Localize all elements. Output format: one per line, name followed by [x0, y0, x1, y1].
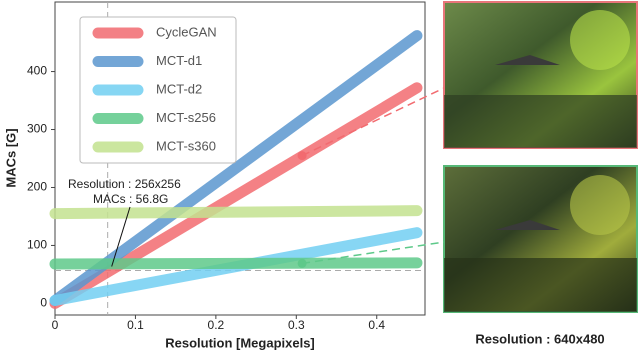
- annotation-arrow: [111, 206, 131, 267]
- y-tick-label: 200: [27, 180, 47, 194]
- y-tick-label: 400: [27, 64, 47, 78]
- y-tick-label: 300: [27, 122, 47, 136]
- series-line: [49, 30, 423, 307]
- connector: [301, 87, 445, 157]
- legend-label: CycleGAN: [156, 24, 217, 39]
- image-caption: Resolution : 640x480: [475, 331, 604, 346]
- legend-label: MCT-s360: [156, 138, 216, 153]
- x-tick-label: 0.1: [127, 318, 144, 332]
- series-line: [49, 205, 423, 220]
- legend-label: MCT-d2: [156, 81, 202, 96]
- series-line: [49, 257, 423, 270]
- x-tick-label: 0.2: [208, 318, 225, 332]
- legend-label: MCT-d1: [156, 53, 202, 68]
- x-tick-label: 0.4: [368, 318, 385, 332]
- photo-bottom: [443, 165, 638, 313]
- legend: CycleGAN MCT-d1 MCT-d2 MCT-s256 MCT-s360: [79, 16, 237, 164]
- photo-top: [443, 1, 638, 149]
- x-tick-label: 0: [52, 318, 59, 332]
- annotation-text: MACs : 56.8G: [93, 192, 168, 206]
- connector: [301, 241, 445, 265]
- legend-box: [79, 16, 237, 164]
- annotation-text: Resolution : 256x256: [68, 177, 181, 191]
- plot-area: 0 100 200 300 400 0 0.1 0.2 0.3 0.4 Resolution : 2…: [27, 2, 425, 332]
- y-tick-label: 0: [40, 296, 47, 310]
- y-axis-label: MACs [G]: [3, 128, 18, 187]
- y-tick-label: 100: [27, 238, 47, 252]
- legend-label: MCT-s256: [156, 110, 216, 125]
- x-axis-label: Resolution [Megapixels]: [165, 335, 315, 350]
- x-tick-label: 0.3: [288, 318, 305, 332]
